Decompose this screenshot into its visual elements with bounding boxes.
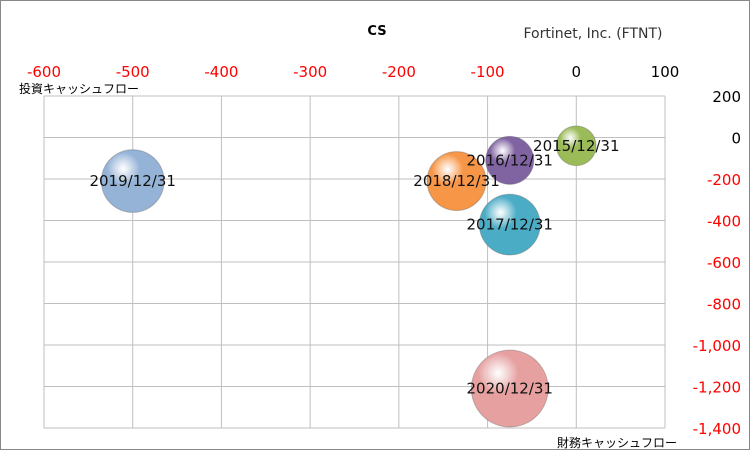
y-tick-label: -1,000 bbox=[693, 337, 741, 355]
bubble-2015-12-31 bbox=[555, 125, 597, 167]
x-tick-label: -400 bbox=[204, 63, 238, 81]
x-axis-ticks: -600 -500 -400 -300 -200 -100 0 100 bbox=[27, 63, 679, 81]
y-axis-label: 投資キャッシュフロー bbox=[19, 81, 139, 96]
y-tick-label: 200 bbox=[712, 88, 741, 106]
x-tick-label: 0 bbox=[572, 63, 582, 81]
y-tick-label: -600 bbox=[707, 254, 741, 272]
bubble-2016-12-31 bbox=[485, 135, 535, 185]
bubble-label: 2019/12/31 bbox=[89, 172, 175, 190]
bubble-label: 2018/12/31 bbox=[413, 172, 499, 190]
chart-title: CS bbox=[367, 24, 386, 39]
x-tick-label: -600 bbox=[27, 63, 61, 81]
bubble-2019-12-31 bbox=[100, 149, 165, 213]
y-axis-ticks: 200 0 -200 -400 -600 -800 -1,000 -1,200 -1,400 bbox=[693, 88, 741, 438]
y-tick-label: -200 bbox=[707, 171, 741, 189]
y-tick-label: 0 bbox=[731, 130, 741, 148]
y-tick-label: -1,400 bbox=[693, 420, 741, 438]
y-tick-label: -800 bbox=[707, 296, 741, 314]
x-tick-label: -300 bbox=[293, 63, 327, 81]
x-axis-label: 財務キャッシュフロー bbox=[557, 435, 677, 450]
bubble-2020-12-31 bbox=[470, 349, 549, 428]
x-tick-label: -200 bbox=[382, 63, 416, 81]
x-tick-label: -100 bbox=[471, 63, 505, 81]
y-tick-label: -1,200 bbox=[693, 379, 741, 397]
bubble-label: 2020/12/31 bbox=[467, 380, 553, 398]
company-name: Fortinet, Inc. (FTNT) bbox=[523, 26, 662, 42]
x-tick-label: -500 bbox=[116, 63, 150, 81]
bubble-2017-12-31 bbox=[478, 193, 541, 256]
bubble-label: 2016/12/31 bbox=[467, 151, 553, 169]
bubble-2018-12-31 bbox=[426, 151, 487, 212]
y-tick-label: -400 bbox=[707, 213, 741, 231]
bubble-label: 2015/12/31 bbox=[533, 137, 619, 155]
x-tick-label: 100 bbox=[651, 63, 680, 81]
bubble-label: 2017/12/31 bbox=[467, 216, 553, 234]
